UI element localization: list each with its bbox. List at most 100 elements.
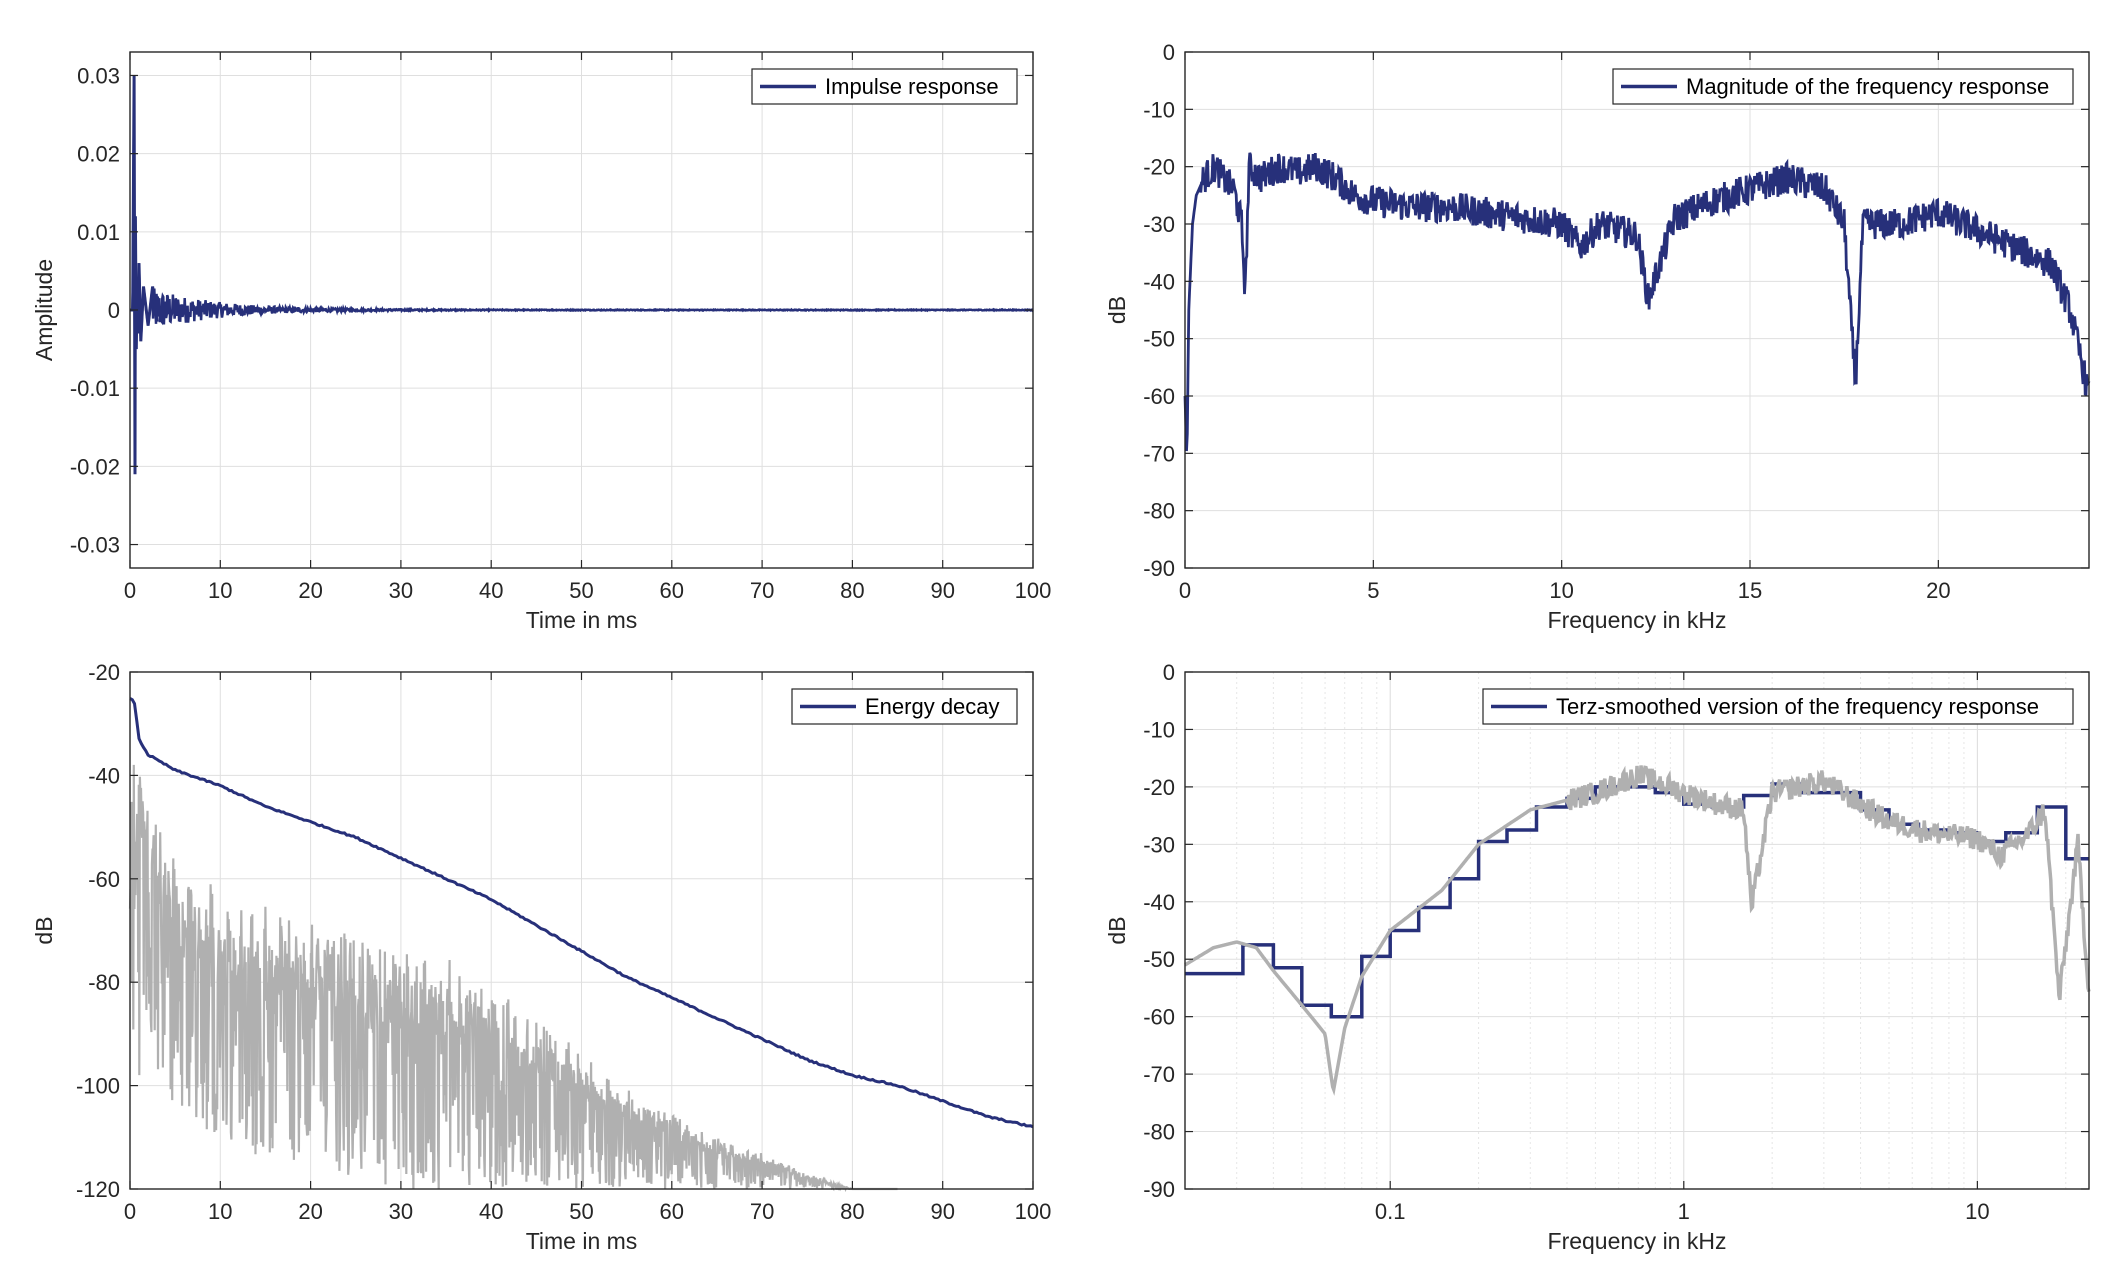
chart-panel-top-right: 0 5 10 15 20 0 -10 -20 -30 -40 -50 -60 -70 -80 -90 Freq… <box>1104 40 2091 633</box>
x-tick-label: 50 <box>569 1199 593 1224</box>
x-tick-label: 90 <box>930 1199 954 1224</box>
y-axis-label: dB <box>1104 916 1130 944</box>
x-tick-label: 1 <box>1678 1199 1690 1224</box>
y-tick-label: -60 <box>1143 1005 1175 1030</box>
ticks: 0 10 20 30 40 50 60 70 80 90 100 -20 -40 -60 -80 -100 -1… <box>76 660 1051 1224</box>
x-tick-label: 30 <box>389 578 413 603</box>
x-tick-label: 0 <box>1179 578 1191 603</box>
y-tick-label: -20 <box>88 660 120 685</box>
axes-frame <box>1184 51 2090 569</box>
x-tick-label: 10 <box>1965 1199 1989 1224</box>
y-tick-label: -60 <box>88 867 120 892</box>
chart-panel-top-left: 0 10 20 30 40 50 60 70 80 90 100 -0.03 -0.02 -0.01 0 0.… <box>31 51 1052 633</box>
legend-box <box>1612 68 2074 105</box>
x-axis-label: Frequency in kHz <box>1548 607 1727 633</box>
y-axis-label: dB <box>31 916 57 944</box>
y-tick-label: -50 <box>1143 327 1175 352</box>
y-tick-label: -40 <box>1143 890 1175 915</box>
y-tick-label: 0 <box>108 298 120 323</box>
chart-panel-bottom-left: 0 10 20 30 40 50 60 70 80 90 100 -20 -40 -60 -80 -100 -1… <box>31 660 1051 1254</box>
axes-frame <box>1184 671 2090 1190</box>
x-tick-label: 30 <box>389 1199 413 1224</box>
x-tick-label: 15 <box>1738 578 1762 603</box>
x-tick-label: 70 <box>750 578 774 603</box>
data-layer <box>1184 765 2091 1096</box>
legend-entry-label: Terz-smoothed version of the frequency r… <box>1556 694 2039 719</box>
x-tick-label: 10 <box>208 1199 232 1224</box>
y-tick-label: -70 <box>1143 441 1175 466</box>
y-axis-label: Amplitude <box>31 259 57 361</box>
y-tick-label: -30 <box>1143 212 1175 237</box>
y-tick-label: -40 <box>88 763 120 788</box>
y-tick-label: -10 <box>1143 717 1175 742</box>
y-tick-label: -0.02 <box>70 454 120 479</box>
y-tick-label: 0.02 <box>77 142 120 167</box>
plot-area <box>1185 672 2089 1189</box>
legend: Energy decay <box>791 688 1018 725</box>
raw-response-series-line <box>1184 765 2091 1096</box>
y-tick-label: -50 <box>1143 947 1175 972</box>
y-tick-label: -0.01 <box>70 376 120 401</box>
x-axis-label: Time in ms <box>526 607 638 633</box>
legend-entry-label: Impulse response <box>825 74 999 99</box>
data-layer <box>1183 152 2091 452</box>
y-tick-label: -90 <box>1143 1177 1175 1202</box>
ticks: 0 5 10 15 20 0 -10 -20 -30 -40 -50 -60 -70 -80 -90 <box>1143 40 2089 603</box>
x-tick-label: 0 <box>124 578 136 603</box>
y-tick-label: 0.01 <box>77 220 120 245</box>
x-tick-label: 100 <box>1015 578 1052 603</box>
y-tick-label: -80 <box>88 970 120 995</box>
y-tick-label: -20 <box>1143 155 1175 180</box>
x-tick-label: 90 <box>930 578 954 603</box>
x-tick-label: 50 <box>569 578 593 603</box>
y-axis-label: dB <box>1104 296 1130 324</box>
y-tick-label: 0 <box>1163 40 1175 65</box>
y-tick-label: -120 <box>76 1177 120 1202</box>
y-tick-label: -0.03 <box>70 533 120 558</box>
y-tick-label: -40 <box>1143 269 1175 294</box>
legend-box <box>1482 688 2074 725</box>
x-axis-label: Frequency in kHz <box>1548 1228 1727 1254</box>
data-layer <box>128 697 1034 1193</box>
y-tick-label: -90 <box>1143 556 1175 581</box>
y-tick-label: 0.03 <box>77 63 120 88</box>
data-layer <box>130 75 1034 475</box>
plot-area <box>1185 52 2089 568</box>
y-tick-label: -20 <box>1143 775 1175 800</box>
impulse-response-series-line <box>130 94 1034 410</box>
x-tick-label: 0 <box>124 1199 136 1224</box>
x-axis-label: Time in ms <box>526 1228 638 1254</box>
x-tick-label: 70 <box>750 1199 774 1224</box>
y-tick-label: -70 <box>1143 1062 1175 1087</box>
x-tick-label: 20 <box>298 578 322 603</box>
x-tick-label: 80 <box>840 578 864 603</box>
legend: Impulse response <box>751 68 1018 105</box>
y-tick-label: -30 <box>1143 832 1175 857</box>
energy-raw-series-line <box>128 764 898 1193</box>
y-tick-label: 0 <box>1163 660 1175 685</box>
x-tick-label: 40 <box>479 578 503 603</box>
x-tick-label: 10 <box>208 578 232 603</box>
x-tick-label: 0.1 <box>1375 1199 1406 1224</box>
impulse-peak-series-line <box>130 75 159 475</box>
x-tick-label: 5 <box>1367 578 1379 603</box>
x-tick-label: 60 <box>660 578 684 603</box>
y-tick-label: -80 <box>1143 1120 1175 1145</box>
x-tick-label: 100 <box>1015 1199 1052 1224</box>
y-tick-label: -10 <box>1143 97 1175 122</box>
legend: Magnitude of the frequency response <box>1612 68 2074 105</box>
x-tick-label: 40 <box>479 1199 503 1224</box>
y-tick-label: -60 <box>1143 384 1175 409</box>
ticks: 0 10 20 30 40 50 60 70 80 90 100 -0.03 -0.02 -0.01 0 0.… <box>70 52 1052 603</box>
x-tick-label: 80 <box>840 1199 864 1224</box>
legend-entry-label: Magnitude of the frequency response <box>1686 74 2049 99</box>
x-tick-label: 60 <box>660 1199 684 1224</box>
magnitude-series-line <box>1183 152 2091 452</box>
energy-decay-series-line <box>129 697 1034 1129</box>
chart-panel-bottom-right: 0.1 1 10 0 -10 -20 -30 -40 -50 -60 -70 -80 -90 Freque… <box>1104 660 2091 1254</box>
ticks: 0.1 1 10 0 -10 -20 -30 -40 -50 -60 -70 -80 -90 <box>1143 660 2089 1224</box>
x-tick-label: 20 <box>298 1199 322 1224</box>
y-tick-label: -80 <box>1143 499 1175 524</box>
x-tick-label: 20 <box>1926 578 1950 603</box>
